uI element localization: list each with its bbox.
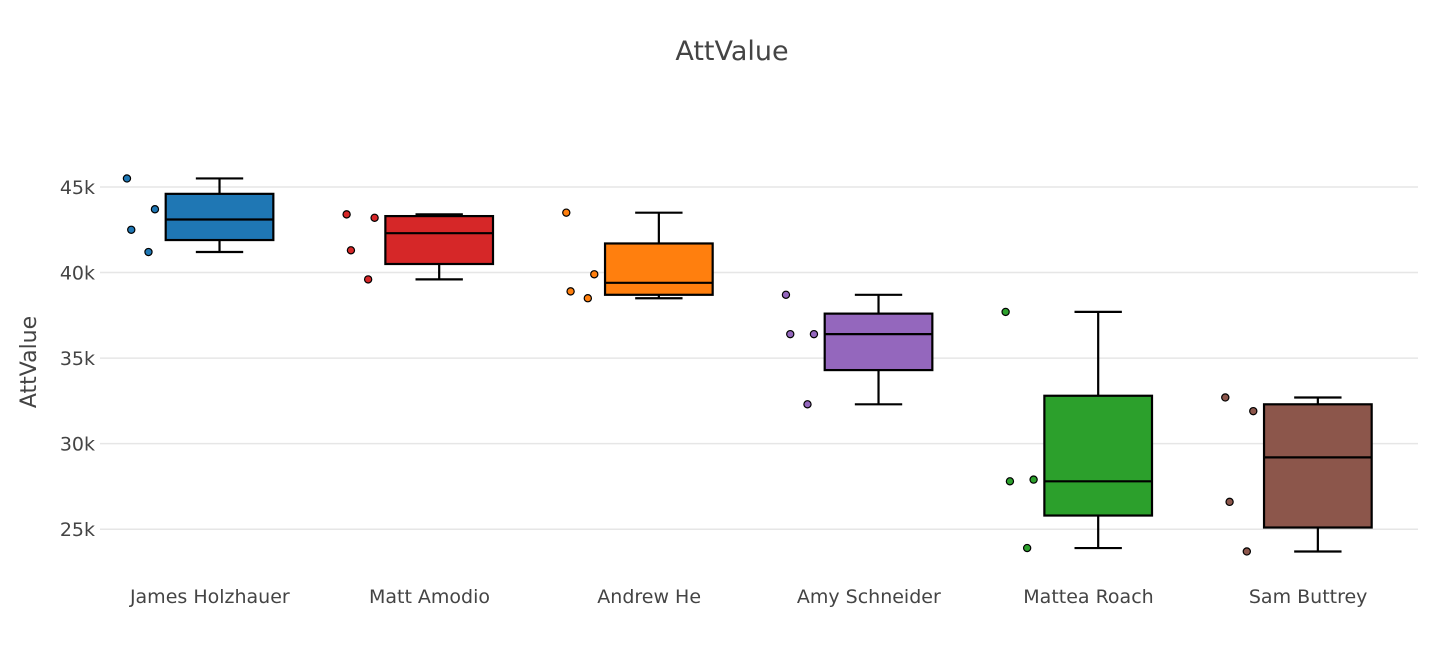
data-point <box>363 275 373 284</box>
box-trace <box>781 290 934 409</box>
y-tick-label: 45k <box>60 177 95 199</box>
x-tick-label: James Holzhauer <box>129 586 290 608</box>
box-body <box>1262 403 1373 529</box>
data-point <box>1249 406 1258 416</box>
y-tick-label: 25k <box>60 519 95 541</box>
box-body <box>603 242 714 296</box>
data-point <box>809 329 819 339</box>
data-point <box>122 174 132 183</box>
data-point <box>1029 475 1038 484</box>
x-tick-label: Andrew He <box>597 586 701 608</box>
data-point <box>566 287 575 296</box>
box-traces <box>122 174 1373 556</box>
y-axis-ticks: 25k 30k 35k 40k 45k <box>60 177 95 541</box>
data-point <box>144 247 153 257</box>
data-point <box>786 329 795 339</box>
box-trace <box>1221 393 1373 556</box>
box-body <box>823 312 934 372</box>
data-point <box>1001 307 1010 317</box>
y-tick-label: 30k <box>60 434 95 456</box>
box-trace <box>342 210 495 284</box>
chart-title: AttValue <box>675 36 788 67</box>
data-point <box>150 205 160 214</box>
y-tick-label: 40k <box>60 263 95 285</box>
data-point <box>370 213 379 222</box>
data-point <box>1221 393 1230 402</box>
box-body <box>384 214 495 266</box>
data-point <box>590 270 599 279</box>
data-point <box>803 400 812 409</box>
data-point <box>562 208 571 217</box>
data-point <box>1022 543 1032 553</box>
data-point <box>583 294 593 303</box>
data-point <box>1242 547 1252 556</box>
data-point <box>342 210 351 219</box>
y-tick-label: 35k <box>60 348 95 370</box>
x-tick-label: Amy Schneider <box>797 586 941 608</box>
data-point <box>127 225 136 234</box>
box-trace <box>122 174 275 257</box>
x-axis-ticks: James Holzhauer Matt Amodio Andrew He Amy S… <box>129 586 1368 608</box>
data-point <box>1225 497 1234 507</box>
x-tick-label: Sam Buttrey <box>1249 586 1368 608</box>
box-trace <box>562 208 714 303</box>
x-tick-label: Matt Amodio <box>369 586 490 608</box>
gridlines <box>100 186 1418 530</box>
box-body <box>164 192 275 242</box>
box-trace <box>1001 307 1154 553</box>
y-axis-title: AttValue <box>17 316 42 408</box>
data-point <box>346 246 356 255</box>
box-body <box>1043 394 1154 517</box>
data-point <box>781 290 791 299</box>
x-tick-label: Mattea Roach <box>1023 586 1153 608</box>
data-point <box>1005 477 1015 486</box>
